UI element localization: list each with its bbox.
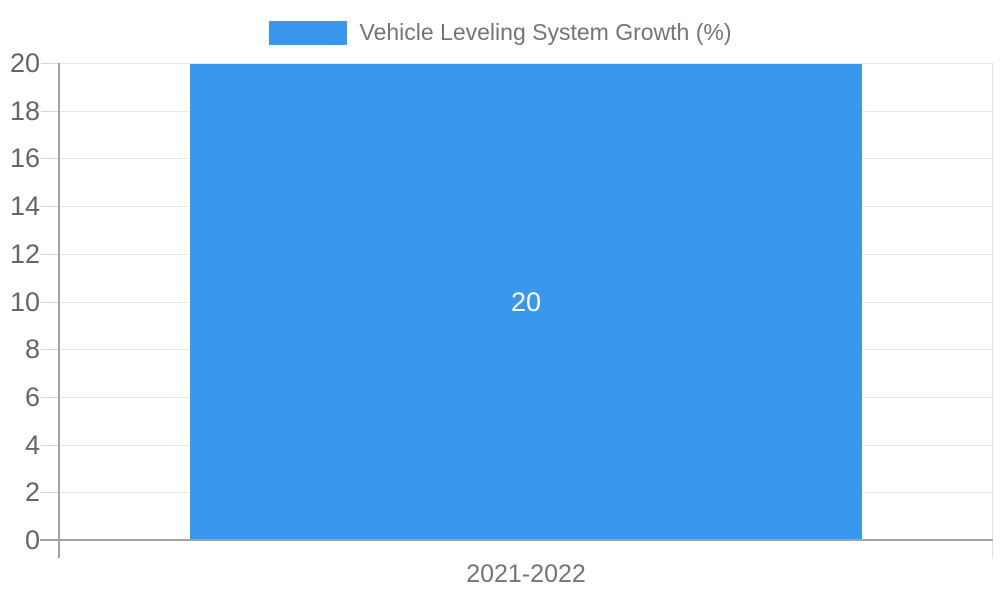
y-axis-label: 0 [24, 525, 40, 555]
y-axis-label: 16 [9, 143, 40, 173]
x-axis-line [40, 539, 993, 541]
y-axis-tick [41, 63, 59, 64]
y-axis-tick [41, 111, 59, 112]
y-axis-tick [41, 397, 59, 398]
y-axis-label: 2 [24, 477, 40, 507]
y-axis-label: 12 [9, 239, 40, 269]
y-axis-tick [41, 206, 59, 207]
y-axis-tick [41, 492, 59, 493]
y-axis-line [58, 63, 60, 558]
y-axis-tick [41, 158, 59, 159]
bar-value-label: 20 [510, 286, 542, 317]
legend-label: Vehicle Leveling System Growth (%) [359, 19, 732, 45]
y-axis-label: 8 [24, 334, 40, 364]
bar-2021-2022[interactable]: 20 [190, 64, 862, 540]
plot-right-boundary [992, 63, 993, 558]
y-axis-label: 20 [9, 48, 40, 78]
legend-swatch [268, 20, 347, 45]
legend: Vehicle Leveling System Growth (%) [0, 19, 1000, 46]
gridline [59, 63, 993, 64]
legend-item[interactable]: Vehicle Leveling System Growth (%) [268, 19, 732, 46]
y-axis-tick [41, 349, 59, 350]
y-axis-label: 18 [9, 96, 40, 126]
y-axis-tick [41, 254, 59, 255]
y-axis-tick [41, 302, 59, 303]
y-axis-label: 4 [24, 430, 40, 460]
y-axis-label: 6 [24, 382, 40, 412]
x-axis-category-label: 2021-2022 [466, 560, 586, 588]
y-axis-label: 10 [9, 287, 40, 317]
y-axis-label: 14 [9, 191, 40, 221]
y-axis-tick [41, 445, 59, 446]
